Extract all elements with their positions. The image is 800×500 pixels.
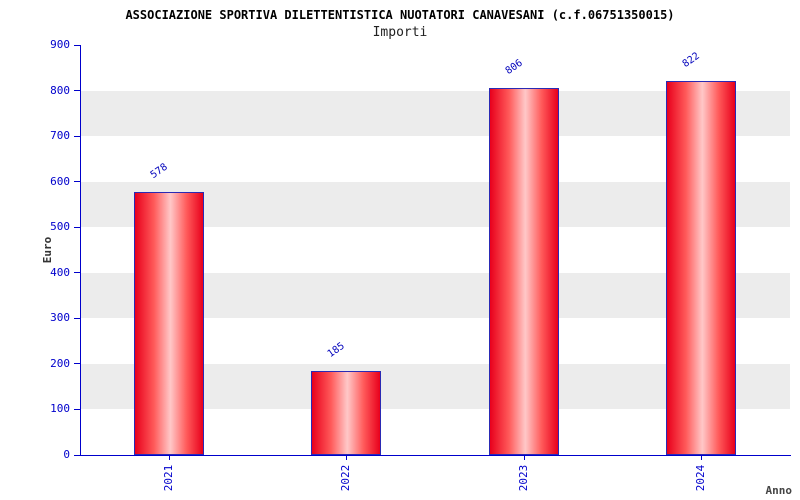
x-tick-label: 2024	[694, 464, 708, 492]
y-tick-label: 900	[50, 38, 70, 51]
bar	[488, 87, 559, 455]
y-tick-label: 200	[50, 356, 70, 370]
y-tick-label: 0	[63, 448, 70, 461]
plot-area	[80, 45, 790, 455]
bar	[133, 191, 204, 455]
y-tick-label: 700	[50, 129, 70, 143]
y-axis-tick	[74, 226, 80, 228]
y-axis-tick	[74, 408, 80, 410]
y-axis-title: Euro	[41, 236, 54, 264]
y-tick-label: 100	[50, 402, 70, 416]
x-tick-label: 2022	[339, 464, 353, 492]
bar	[666, 80, 737, 455]
y-axis-line	[80, 45, 81, 456]
y-axis-tick	[74, 181, 80, 183]
y-axis-tick	[74, 90, 80, 92]
y-tick-label: 300	[50, 311, 70, 325]
y-axis-tick	[74, 454, 80, 456]
y-tick-label: 400	[50, 265, 70, 279]
x-axis-title: Anno	[765, 484, 793, 497]
x-axis-line	[80, 455, 791, 456]
x-tick-label: 2023	[516, 464, 530, 492]
y-tick-label: 500	[50, 220, 70, 234]
chart-subtitle: Importi	[372, 25, 428, 40]
chart-title: ASSOCIAZIONE SPORTIVA DILETTENTISTICA NU…	[125, 8, 675, 22]
y-axis-tick	[74, 317, 80, 319]
y-axis-tick	[74, 44, 80, 46]
x-axis-tick	[168, 456, 170, 460]
x-axis-tick	[346, 456, 348, 460]
y-axis-tick	[74, 135, 80, 137]
y-tick-label: 600	[50, 174, 70, 188]
x-axis-tick	[523, 456, 525, 460]
y-axis-tick	[74, 272, 80, 274]
x-tick-label: 2021	[161, 464, 175, 492]
bar	[311, 370, 382, 455]
x-axis-tick	[701, 456, 703, 460]
y-axis-tick	[74, 363, 80, 365]
y-tick-label: 800	[50, 83, 70, 97]
